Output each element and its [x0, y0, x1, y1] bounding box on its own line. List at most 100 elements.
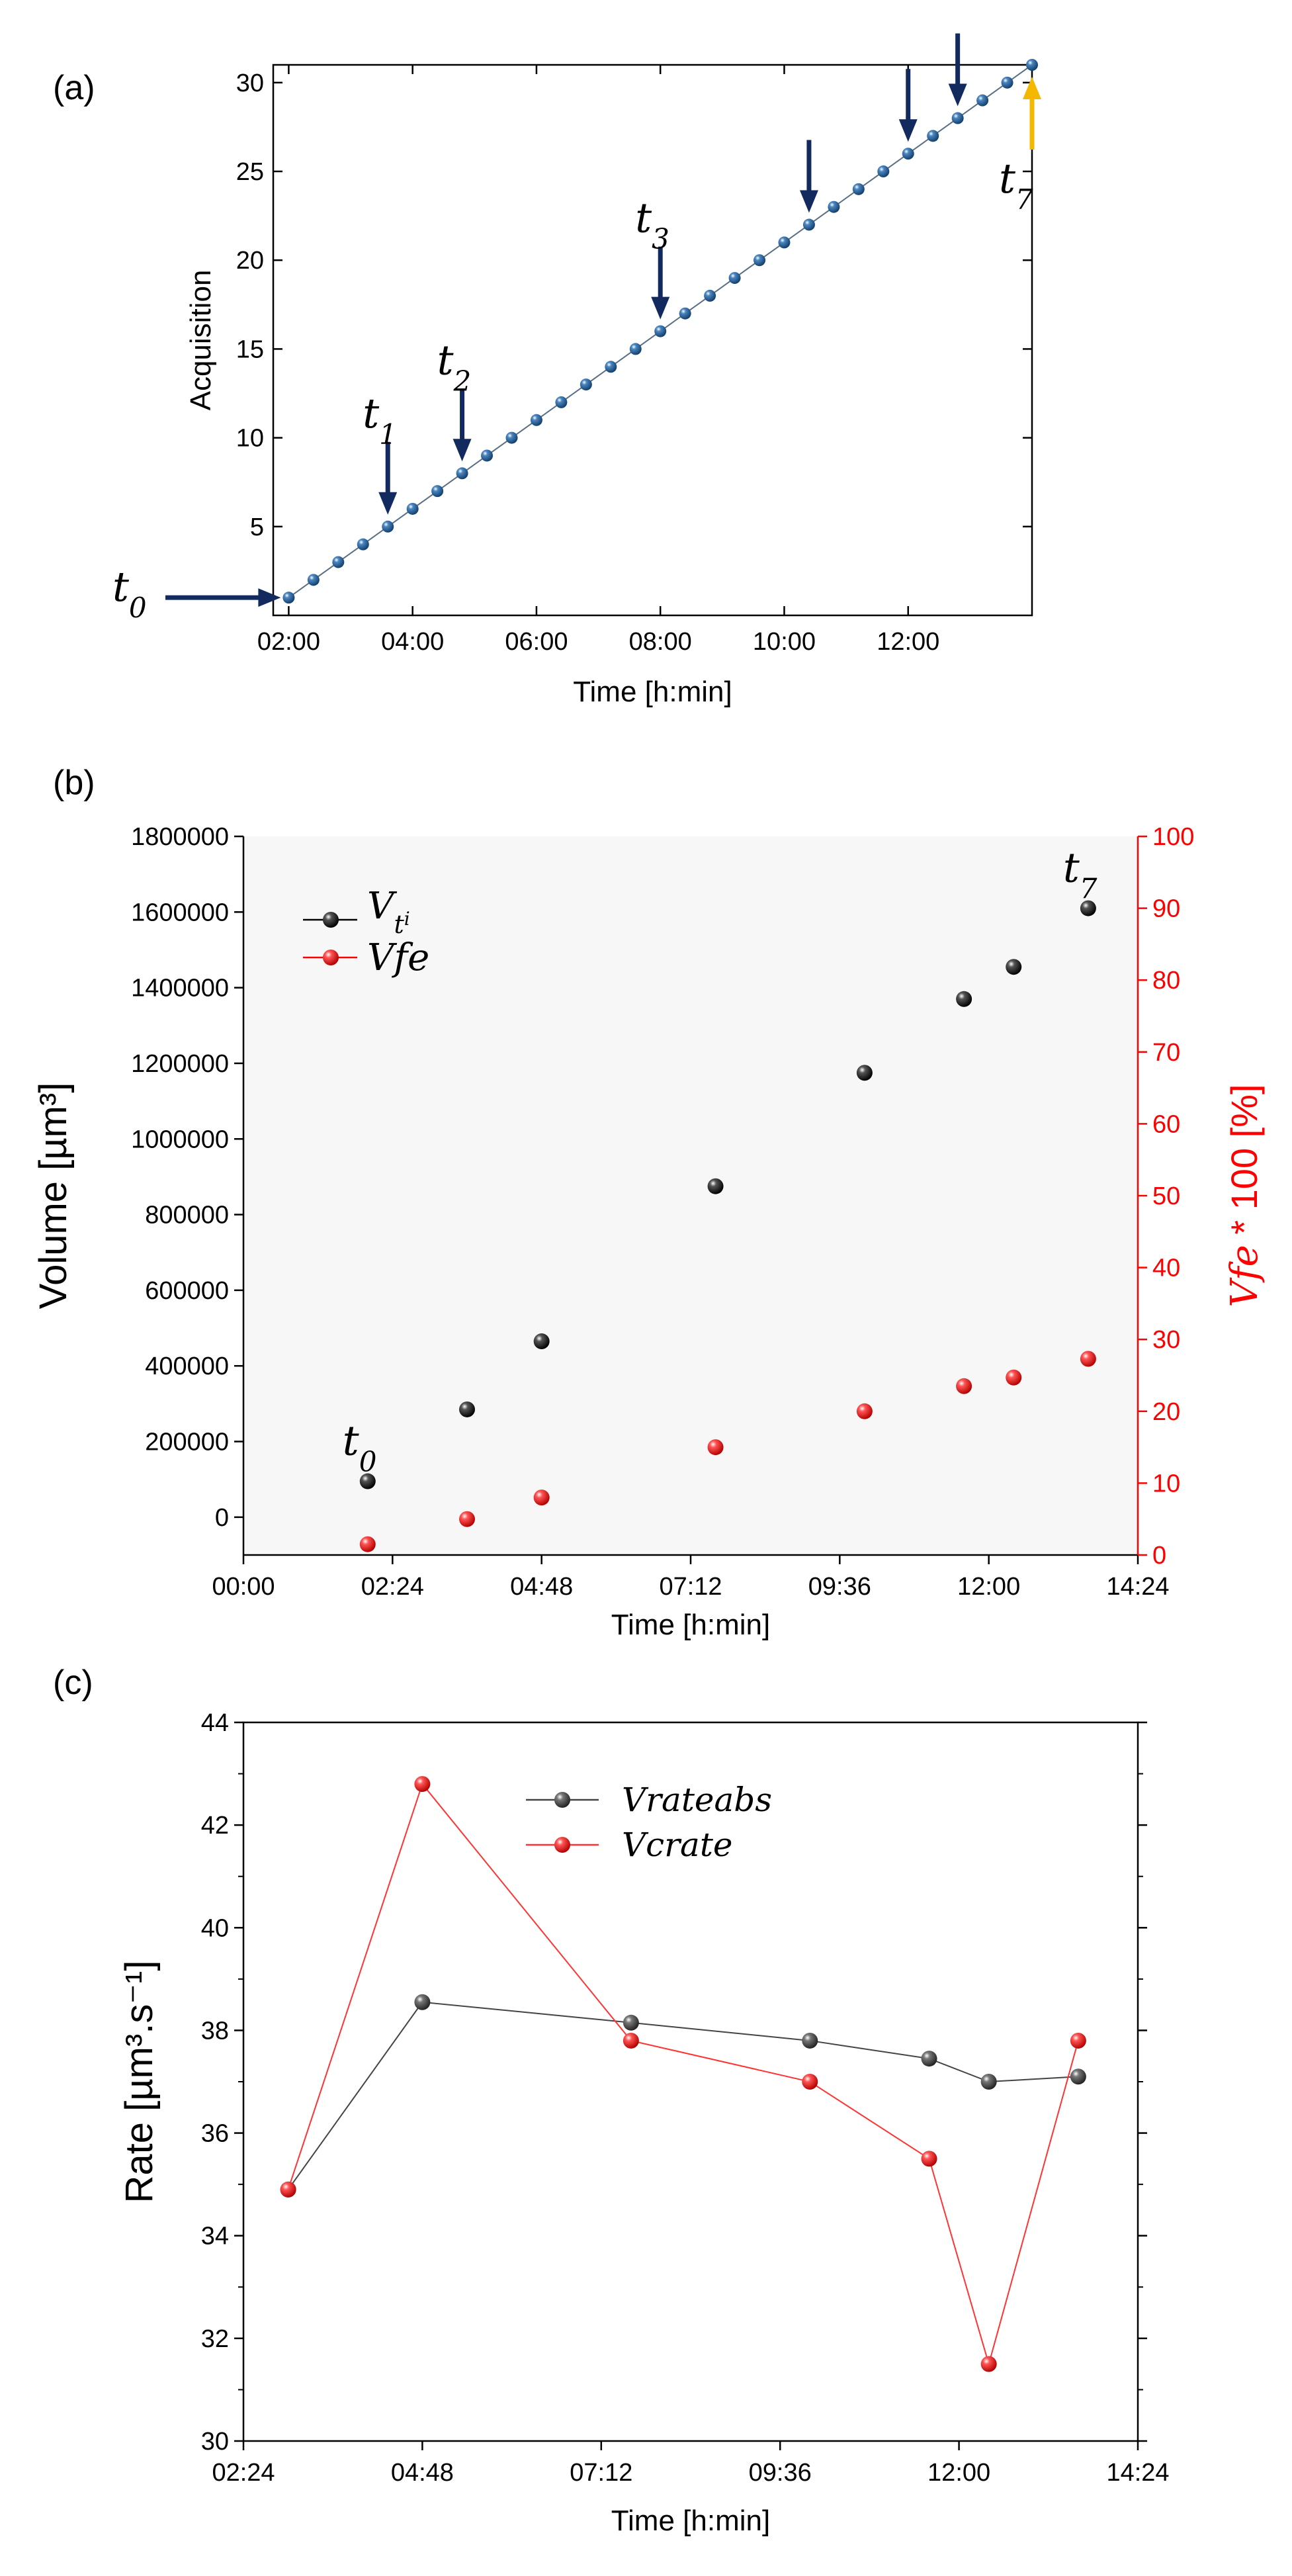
data-point-acquisition — [605, 361, 617, 373]
x-tick-label-c: 09:36 — [749, 2459, 812, 2487]
data-point-vcrate — [623, 2032, 639, 2049]
plot-frame-a — [272, 64, 1033, 617]
x-axis-title-c: Time [h:min] — [611, 2505, 770, 2537]
legend-c: Vrateabs Vcrate — [526, 1781, 772, 1864]
data-point-vti — [856, 1065, 873, 1081]
legend-marker-vfe — [323, 950, 339, 965]
panel-b: (b) 00:00 02:24 04:48 07:12 09:36 12:00 14:24 0 2… — [32, 764, 1266, 1641]
data-point-acquisition — [629, 343, 642, 355]
y-tick-label-b: 1000000 — [131, 1126, 229, 1153]
data-point-vcrate — [1070, 2032, 1086, 2049]
panel-c-label: (c) — [53, 1664, 93, 1702]
data-point-acquisition — [877, 165, 890, 178]
y-tick-label-right-b: 30 — [1152, 1326, 1180, 1354]
data-point-acquisition — [728, 272, 741, 285]
y-tick-label-a: 15 — [236, 335, 264, 363]
data-point-vfe — [533, 1489, 550, 1506]
x-tick-label-c: 14:24 — [1106, 2459, 1169, 2487]
data-point-acquisition — [580, 378, 592, 391]
y-axis-title-b: Volume [µm³] — [32, 1083, 75, 1310]
x-tick-label-b: 00:00 — [212, 1573, 275, 1601]
y-axis-title-a: Acquisition — [185, 270, 217, 411]
data-point-vcrate — [414, 1776, 431, 1793]
data-point-vrateabs — [802, 2032, 818, 2049]
data-point-vfe — [856, 1403, 873, 1419]
data-point-acquisition — [778, 236, 791, 249]
y-tick-label-b: 1800000 — [131, 823, 229, 851]
y-tick-label-b: 0 — [215, 1504, 229, 1532]
x-tick-label-a: 04:00 — [381, 628, 444, 656]
x-tick-label-a: 06:00 — [505, 628, 568, 656]
x-axis-title-b: Time [h:min] — [611, 1609, 770, 1641]
data-point-acquisition — [431, 485, 444, 498]
y-tick-label-right-b: 90 — [1152, 895, 1180, 923]
plot-background-b — [243, 836, 1138, 1555]
data-point-acquisition — [754, 254, 766, 267]
x-tick-label-b: 07:12 — [659, 1573, 722, 1601]
panel-a-label: (a) — [53, 69, 95, 107]
data-point-vrateabs — [414, 1994, 431, 2010]
y-tick-label-a: 10 — [236, 425, 264, 453]
y-tick-label-right-b: 60 — [1152, 1110, 1180, 1138]
data-point-acquisition — [307, 574, 320, 586]
data-point-acquisition — [481, 449, 494, 462]
panel-b-label: (b) — [53, 764, 95, 802]
x-tick-label-c: 07:12 — [570, 2459, 632, 2487]
x-tick-label-b: 12:00 — [957, 1573, 1020, 1601]
data-point-acquisition — [976, 94, 989, 107]
data-point-acquisition — [357, 538, 369, 551]
data-point-vcrate — [980, 2356, 997, 2372]
data-point-vrateabs — [623, 2014, 639, 2031]
legend-marker-vrateabs — [554, 1792, 570, 1808]
y-tick-label-c: 38 — [201, 2017, 229, 2045]
y-tick-label-b: 1400000 — [131, 975, 229, 1002]
data-point-vti — [359, 1473, 376, 1489]
data-point-acquisition — [1001, 76, 1013, 89]
panel-a: (a) 02:00 04:00 06:00 08:00 10:00 12:00 5 10 15 20… — [53, 33, 1041, 708]
data-point-acquisition — [456, 467, 468, 480]
y-tick-label-b: 200000 — [145, 1429, 229, 1456]
y-tick-label-right-b: 80 — [1152, 967, 1180, 995]
annotation-t7: t7 — [999, 154, 1033, 216]
data-point-acquisition — [282, 592, 295, 604]
y-tick-label-a: 5 — [250, 513, 264, 541]
arrow-head-down — [452, 439, 472, 462]
data-point-acquisition — [530, 414, 542, 426]
data-point-vti — [533, 1333, 550, 1350]
data-point-acquisition — [679, 307, 691, 320]
y-tick-label-right-b: 40 — [1152, 1255, 1180, 1282]
y-tick-label-c: 40 — [201, 1914, 229, 1942]
x-tick-label-a: 08:00 — [629, 628, 692, 656]
x-tick-label-b: 09:36 — [808, 1573, 871, 1601]
x-tick-label-a: 12:00 — [877, 628, 939, 656]
annotation-t1: t1 — [363, 389, 397, 451]
y-tick-label-c: 36 — [201, 2120, 229, 2148]
arrow-head-t0 — [258, 588, 281, 607]
arrow-head-down — [948, 83, 967, 107]
y-tick-label-c: 32 — [201, 2325, 229, 2353]
legend-label-vfe: Vfe — [367, 936, 429, 979]
data-point-acquisition — [406, 502, 419, 515]
data-point-acquisition — [382, 520, 394, 533]
data-point-acquisition — [505, 431, 518, 444]
series-line-vrateabs — [287, 2001, 1078, 2190]
data-point-vfe — [707, 1439, 724, 1456]
y-tick-label-c: 30 — [201, 2428, 229, 2456]
y-tick-label-b: 800000 — [145, 1202, 229, 1229]
legend-label-vrateabs: Vrateabs — [622, 1781, 772, 1819]
data-point-acquisition — [332, 556, 345, 568]
x-tick-label-c: 12:00 — [927, 2459, 990, 2487]
x-tick-label-a: 10:00 — [753, 628, 816, 656]
data-point-acquisition — [852, 183, 865, 195]
data-point-vfe — [1080, 1351, 1096, 1367]
legend-marker-vcrate — [554, 1837, 570, 1853]
data-point-acquisition — [555, 396, 568, 408]
y-tick-label-right-b: 20 — [1152, 1398, 1180, 1426]
y-tick-label-a: 25 — [236, 158, 264, 186]
data-point-acquisition — [902, 148, 914, 160]
y-tick-label-b: 1600000 — [131, 899, 229, 926]
annotation-t0: t0 — [112, 562, 147, 624]
x-tick-label-a: 02:00 — [257, 628, 320, 656]
